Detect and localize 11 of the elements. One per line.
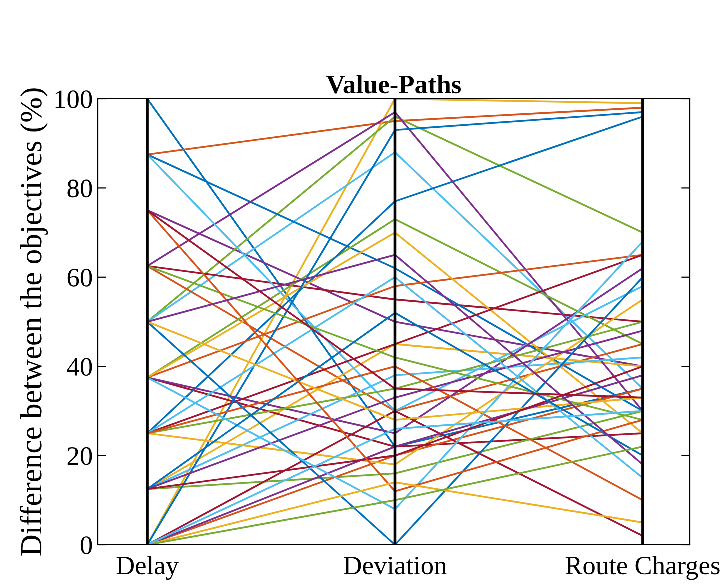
x-tick-label: Deviation: [344, 556, 447, 575]
y-axis-title: Difference between the objectives (%): [20, 88, 48, 556]
y-tick-label: 40: [67, 358, 92, 376]
y-tick-label: 80: [68, 180, 92, 198]
y-tick-label: 100: [56, 90, 92, 108]
x-tick-label: Delay: [116, 556, 179, 580]
y-tick-label: 20: [68, 447, 92, 466]
x-tick-label: Route Charges: [566, 556, 720, 580]
y-tick-label: 0: [80, 536, 92, 554]
y-tick-label: 60: [68, 269, 92, 287]
chart-title: Value-Paths: [326, 75, 462, 94]
